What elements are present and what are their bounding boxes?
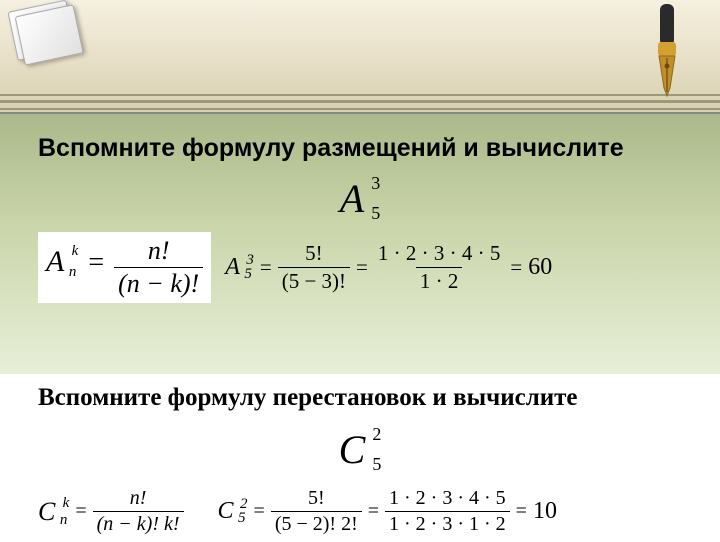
- pen-icon: [622, 2, 712, 102]
- combinations-result: 10: [533, 498, 557, 525]
- lower-content-region: Вспомните формулу перестановок и вычисли…: [0, 374, 720, 542]
- sub-5c: 5: [372, 454, 381, 475]
- arrangements-formula-row: A k n = n! (n − k)! A 3 5 = 5! (5 − 3)! …: [38, 232, 682, 303]
- header-banner: [0, 0, 720, 114]
- sup-3: 3: [371, 173, 380, 194]
- upper-content-region: Вспомните формулу размещений и вычислите…: [0, 114, 720, 374]
- prompt-combinations: Вспомните формулу перестановок и вычисли…: [38, 384, 682, 412]
- arrangements-calculation: A 3 5 = 5! (5 − 3)! = 1 · 2 · 3 · 4 · 5 …: [225, 241, 552, 294]
- header-rule-2: [0, 100, 720, 103]
- arrangements-example-symbol: A 3 5: [38, 175, 682, 222]
- symbol-C: C: [339, 426, 366, 473]
- combinations-formula-row: C k n = n! (n − k)! k! C 2 5 = 5! (5 − 2…: [38, 487, 682, 536]
- combinations-calculation: C 2 5 = 5! (5 − 2)! 2! = 1 · 2 · 3 · 4 ·…: [218, 487, 557, 536]
- combinations-definition: C k n = n! (n − k)! k!: [38, 487, 184, 536]
- combinations-example-symbol: C 2 5: [38, 426, 682, 473]
- book-icon: [7, 0, 90, 81]
- sub-5: 5: [371, 203, 380, 224]
- arrangements-result: 60: [528, 254, 552, 281]
- header-rule-1: [0, 94, 720, 96]
- prompt-arrangements: Вспомните формулу размещений и вычислите: [38, 132, 682, 165]
- sup-2: 2: [372, 424, 381, 445]
- header-rule-3: [0, 108, 720, 110]
- arrangements-definition: A k n = n! (n − k)!: [38, 232, 211, 303]
- symbol-A: A: [340, 175, 364, 222]
